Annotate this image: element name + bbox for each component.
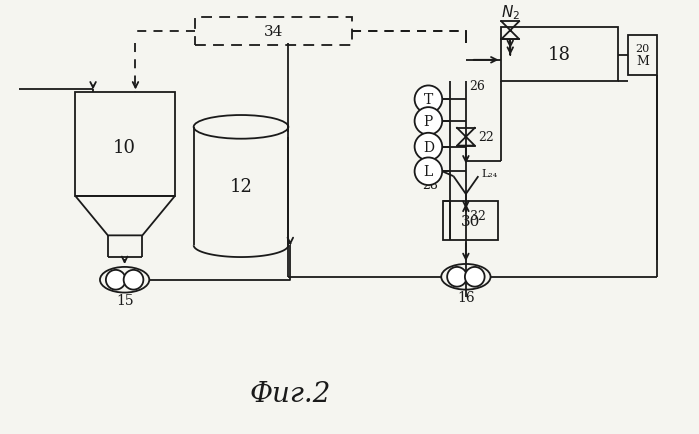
Text: 12: 12	[229, 178, 252, 196]
Text: 18: 18	[548, 46, 571, 64]
Text: 34: 34	[264, 25, 283, 39]
Text: 28: 28	[422, 178, 438, 191]
Bar	[628, 36, 657, 76]
Circle shape	[415, 158, 442, 186]
Bar	[443, 201, 498, 241]
Text: $N_2$: $N_2$	[500, 3, 520, 22]
Bar	[194, 18, 352, 46]
Circle shape	[124, 270, 143, 290]
Circle shape	[447, 267, 467, 287]
Text: D: D	[423, 140, 434, 154]
Circle shape	[465, 267, 484, 287]
Text: 32: 32	[470, 210, 486, 223]
Text: М: М	[636, 55, 649, 68]
Text: L₂₄: L₂₄	[482, 169, 498, 179]
Text: L: L	[424, 165, 433, 179]
Bar	[501, 28, 618, 82]
Text: 26: 26	[469, 80, 484, 93]
Text: 22: 22	[477, 131, 493, 144]
Circle shape	[106, 270, 126, 290]
Text: T: T	[424, 93, 433, 107]
Circle shape	[415, 86, 442, 114]
Text: 15: 15	[116, 294, 134, 308]
Text: 16: 16	[457, 291, 475, 305]
Text: Фиг.2: Фиг.2	[250, 380, 331, 407]
Text: 30: 30	[461, 214, 480, 228]
Text: P: P	[424, 115, 433, 128]
Text: 10: 10	[113, 138, 136, 156]
Circle shape	[415, 134, 442, 161]
Circle shape	[415, 108, 442, 135]
Text: 20: 20	[635, 44, 649, 54]
